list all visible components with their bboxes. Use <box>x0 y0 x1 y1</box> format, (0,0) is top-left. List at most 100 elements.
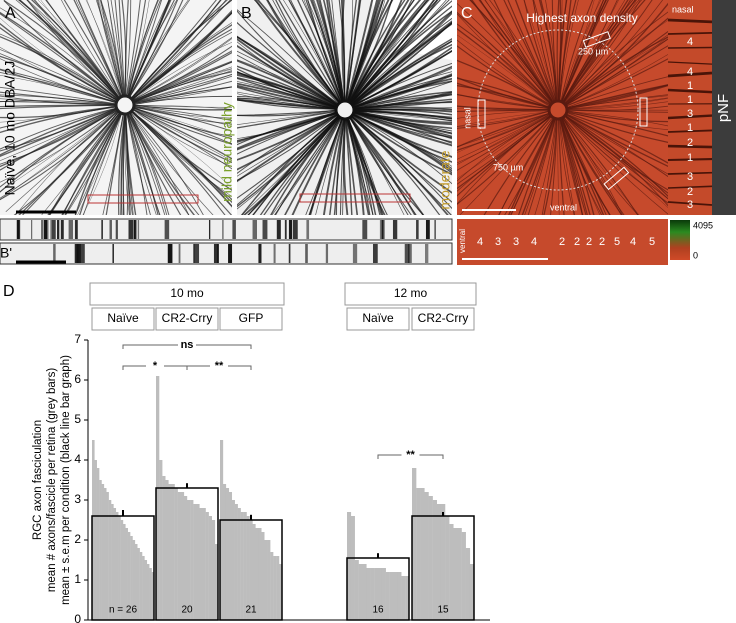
axon <box>352 101 452 111</box>
density-title: Highest axon density <box>526 11 637 25</box>
axon <box>561 116 622 215</box>
retina-bar <box>243 512 247 620</box>
strip-count: 1 <box>687 80 693 92</box>
axon <box>348 0 413 104</box>
strip-count: 4 <box>687 36 693 48</box>
axon <box>560 0 594 103</box>
axon <box>352 91 452 110</box>
fascicle <box>352 244 358 263</box>
axon <box>45 0 121 99</box>
axon <box>504 116 555 215</box>
retina-bar <box>267 540 271 620</box>
axon <box>237 113 339 183</box>
axon <box>237 110 338 129</box>
retina-bar <box>264 540 268 620</box>
axon <box>668 61 712 65</box>
axon <box>0 109 119 192</box>
retina-bar <box>261 532 265 620</box>
n-label: n = 26 <box>109 605 138 616</box>
fascicle <box>258 244 262 263</box>
axon <box>0 17 119 101</box>
period-box <box>344 282 477 306</box>
axon <box>0 107 118 150</box>
y-tick-label: 2 <box>74 532 81 546</box>
axon <box>523 0 557 103</box>
axon <box>254 0 341 105</box>
axon <box>560 0 607 103</box>
axon <box>562 0 646 105</box>
axon <box>237 35 339 106</box>
axon <box>0 101 118 106</box>
retina-bar <box>362 564 367 620</box>
strip-count: 3 <box>687 171 693 183</box>
axon <box>493 0 555 104</box>
axon <box>310 0 344 103</box>
axon <box>130 0 222 100</box>
axon <box>283 0 342 104</box>
retina-bar <box>139 552 143 620</box>
axon <box>0 86 118 105</box>
axon <box>346 117 374 215</box>
fascicle <box>178 244 181 263</box>
fascicle <box>404 244 410 263</box>
axon <box>557 117 565 215</box>
axon <box>329 117 345 215</box>
significance-label: * <box>153 360 158 372</box>
fascicle <box>16 220 20 239</box>
fascicle <box>31 220 33 239</box>
axon <box>346 117 383 215</box>
group-label: CR2-Crry <box>162 311 213 325</box>
axon <box>564 58 668 108</box>
axon <box>457 112 551 151</box>
axon <box>457 110 551 127</box>
axon <box>237 82 338 110</box>
axon <box>124 0 132 98</box>
retina-bar <box>120 520 124 620</box>
roi <box>87 194 199 204</box>
axon <box>457 11 553 105</box>
retina-bar <box>412 468 417 620</box>
axon <box>132 96 232 105</box>
axon <box>0 49 118 103</box>
fascicle <box>68 220 74 239</box>
axon <box>668 185 712 189</box>
retina-bar <box>279 564 283 620</box>
axon <box>521 117 556 215</box>
axon <box>126 112 159 215</box>
axon <box>563 0 664 105</box>
axon <box>63 0 122 99</box>
axon <box>237 114 340 199</box>
axon <box>563 11 668 105</box>
fascicle <box>425 244 429 263</box>
retina-bar <box>196 504 200 620</box>
significance-label: ** <box>215 360 224 372</box>
axon <box>0 33 119 102</box>
axon <box>259 115 341 215</box>
axon <box>307 0 343 103</box>
n-label: 15 <box>437 605 449 616</box>
axon <box>558 0 567 103</box>
axon <box>0 107 118 165</box>
fascicle <box>208 220 211 239</box>
axon <box>263 115 341 215</box>
strip-c <box>457 219 668 265</box>
label-bg <box>178 339 196 349</box>
group-label: CR2-Crry <box>418 311 469 325</box>
axon <box>564 113 668 167</box>
axon <box>346 0 380 103</box>
axon <box>308 117 344 215</box>
axon <box>561 116 623 215</box>
group-box <box>219 307 283 331</box>
axon <box>75 0 122 98</box>
axon <box>278 0 342 104</box>
fascicle <box>137 220 140 239</box>
axon <box>290 0 342 104</box>
axon <box>352 111 452 144</box>
axon <box>350 22 452 106</box>
strip-count: 3 <box>513 236 519 248</box>
strip-count: 1 <box>687 94 693 106</box>
retina-bar <box>347 512 352 620</box>
group-box <box>346 307 410 331</box>
axon <box>559 117 588 215</box>
axon <box>335 117 346 215</box>
